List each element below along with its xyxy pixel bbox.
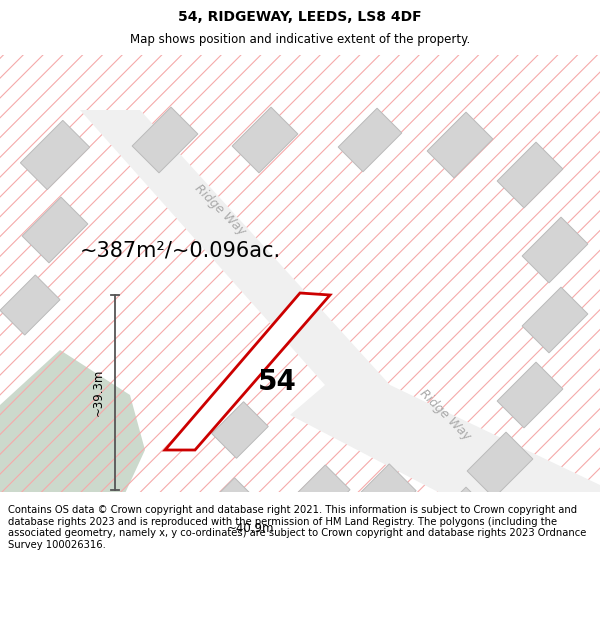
Text: Ridge Way: Ridge Way (417, 387, 473, 443)
Text: ~39.3m: ~39.3m (92, 369, 105, 416)
Text: 54, RIDGEWAY, LEEDS, LS8 4DF: 54, RIDGEWAY, LEEDS, LS8 4DF (178, 10, 422, 24)
Text: ~40.9m: ~40.9m (226, 522, 274, 535)
Polygon shape (290, 385, 600, 545)
Polygon shape (203, 478, 257, 532)
Text: Map shows position and indicative extent of the property.: Map shows position and indicative extent… (130, 32, 470, 46)
Text: Ridge Way: Ridge Way (192, 182, 248, 238)
Polygon shape (0, 275, 60, 335)
Polygon shape (467, 432, 533, 498)
Polygon shape (132, 107, 198, 173)
Text: 54: 54 (258, 368, 297, 396)
Polygon shape (338, 108, 402, 172)
Polygon shape (232, 107, 298, 173)
Polygon shape (497, 362, 563, 428)
Polygon shape (427, 487, 493, 553)
Polygon shape (522, 217, 588, 283)
Polygon shape (522, 287, 588, 353)
Polygon shape (427, 112, 493, 178)
Text: ~387m²/~0.096ac.: ~387m²/~0.096ac. (80, 240, 281, 260)
Polygon shape (497, 142, 563, 208)
Polygon shape (20, 121, 89, 189)
Polygon shape (0, 350, 145, 550)
Polygon shape (290, 465, 350, 525)
Polygon shape (22, 197, 88, 263)
Text: Contains OS data © Crown copyright and database right 2021. This information is : Contains OS data © Crown copyright and d… (8, 505, 586, 550)
Polygon shape (165, 293, 330, 450)
Polygon shape (80, 110, 390, 385)
Polygon shape (212, 402, 268, 458)
Polygon shape (354, 464, 416, 526)
